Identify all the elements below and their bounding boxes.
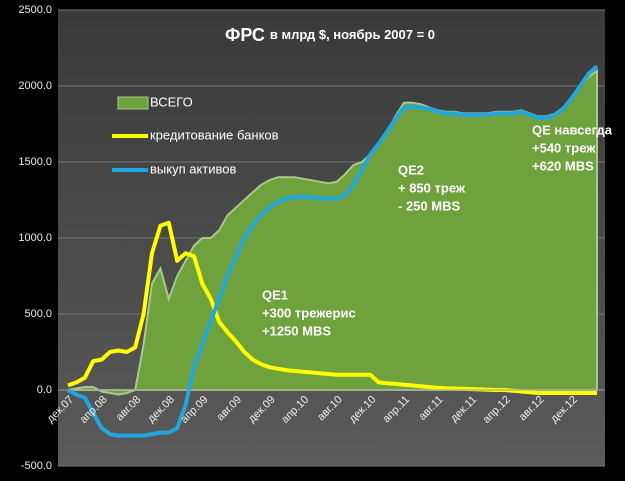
y-tick-label: 2000.0 (18, 80, 52, 92)
line (67, 64, 599, 438)
y-tick-label: 1000.0 (18, 232, 52, 244)
y-tick-label: 500.0 (24, 308, 52, 320)
annotation: +1250 MBS (262, 323, 331, 338)
annotation: +620 MBS (532, 158, 594, 173)
legend-label: кредитование банков (150, 127, 279, 142)
y-tick-label: -500.0 (21, 460, 52, 472)
y-tick-label: 0.0 (37, 384, 52, 396)
legend-swatch (117, 96, 149, 110)
legend-label: ВСЕГО (150, 94, 193, 109)
chart-title: ФРС в млрд $, ноябрь 2007 = 0 (225, 25, 435, 45)
legend-label: выкуп активов (150, 161, 237, 176)
y-tick-label: 2500.0 (18, 4, 52, 16)
annotation: +540 треж (532, 140, 596, 155)
annotation: QE навсегда (532, 122, 613, 137)
annotation: +300 трежерис (262, 305, 356, 320)
title: ФРС (225, 25, 265, 45)
subtitle: в млрд $, ноябрь 2007 = 0 (270, 27, 435, 42)
y-tick-label: 1500.0 (18, 156, 52, 168)
annotation: - 250 MBS (398, 198, 460, 213)
annotation: QE1 (262, 287, 288, 302)
annotation: + 850 треж (398, 180, 466, 195)
annotation: QE2 (398, 162, 424, 177)
